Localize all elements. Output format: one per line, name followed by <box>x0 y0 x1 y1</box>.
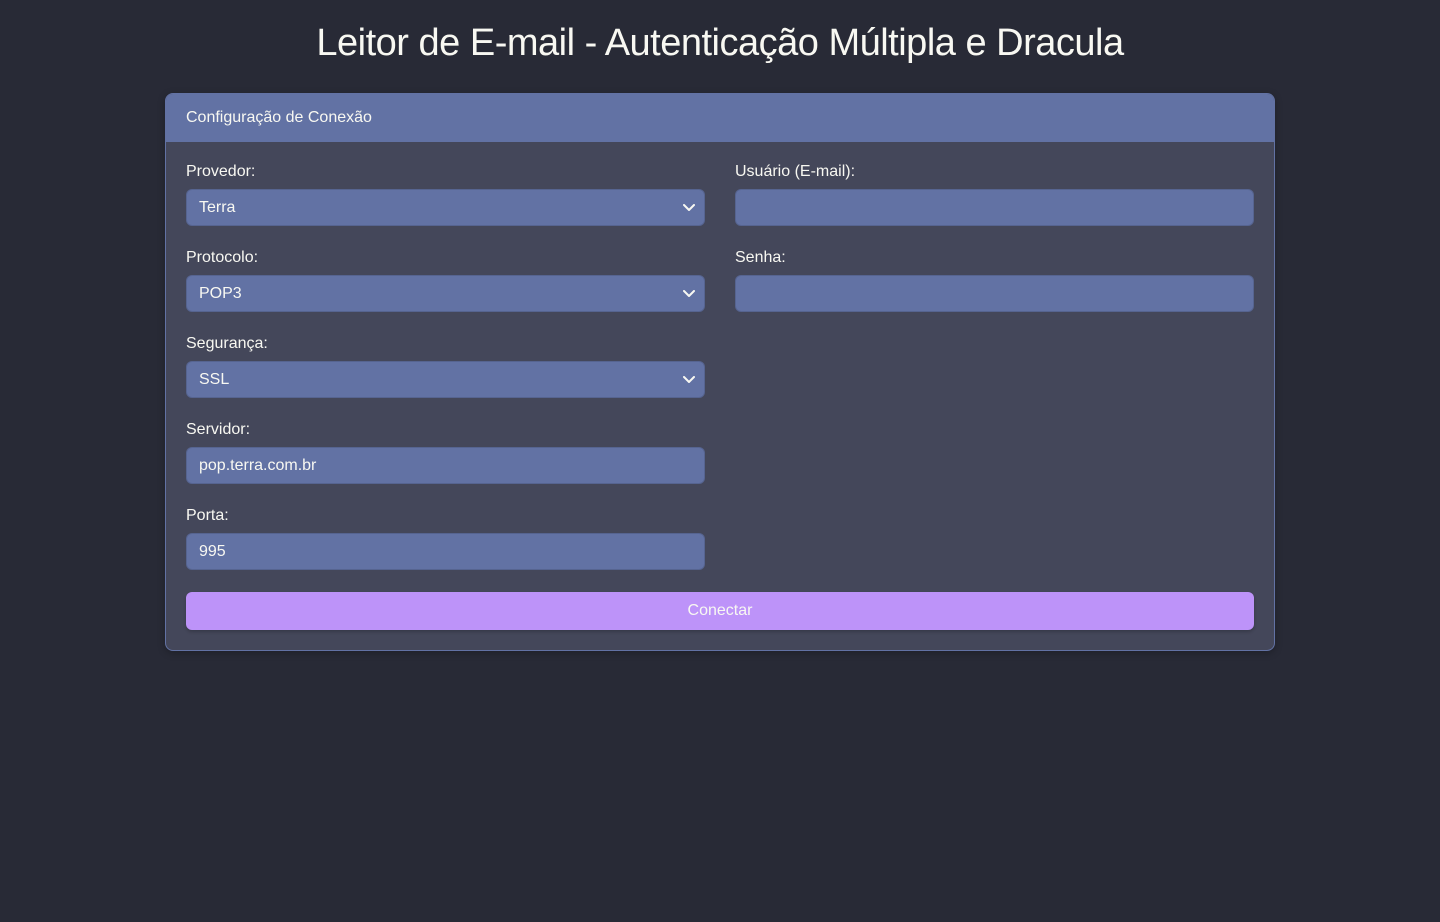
password-input[interactable] <box>735 275 1254 312</box>
panel-header: Configuração de Conexão <box>166 94 1274 142</box>
right-column: Usuário (E-mail): Senha: <box>735 162 1254 592</box>
panel-body: Provedor: Terra Protocolo: POP <box>166 142 1274 650</box>
password-label: Senha: <box>735 249 786 266</box>
provider-label: Provedor: <box>186 163 256 180</box>
provider-field-group: Provedor: Terra <box>186 162 705 226</box>
username-input[interactable] <box>735 189 1254 226</box>
security-select[interactable]: SSL <box>186 361 705 398</box>
security-select-wrap: SSL <box>186 361 705 398</box>
protocol-select[interactable]: POP3 <box>186 275 705 312</box>
username-label: Usuário (E-mail): <box>735 163 856 180</box>
port-input[interactable] <box>186 533 705 570</box>
username-field-group: Usuário (E-mail): <box>735 162 1254 226</box>
port-field-group: Porta: <box>186 506 705 570</box>
main-container: Configuração de Conexão Provedor: Terra <box>165 93 1275 651</box>
protocol-label: Protocolo: <box>186 249 259 266</box>
page-title: Leitor de E-mail - Autenticação Múltipla… <box>316 22 1124 64</box>
security-label: Segurança: <box>186 335 268 352</box>
password-field-group: Senha: <box>735 248 1254 312</box>
protocol-select-wrap: POP3 <box>186 275 705 312</box>
port-label: Porta: <box>186 507 229 524</box>
server-field-group: Servidor: <box>186 420 705 484</box>
security-field-group: Segurança: SSL <box>186 334 705 398</box>
server-input[interactable] <box>186 447 705 484</box>
protocol-field-group: Protocolo: POP3 <box>186 248 705 312</box>
provider-select[interactable]: Terra <box>186 189 705 226</box>
server-label: Servidor: <box>186 421 251 438</box>
provider-select-wrap: Terra <box>186 189 705 226</box>
button-row: Conectar <box>186 592 1254 630</box>
connection-config-panel: Configuração de Conexão Provedor: Terra <box>165 93 1275 651</box>
left-column: Provedor: Terra Protocolo: POP <box>186 162 705 592</box>
connect-button[interactable]: Conectar <box>186 592 1254 630</box>
